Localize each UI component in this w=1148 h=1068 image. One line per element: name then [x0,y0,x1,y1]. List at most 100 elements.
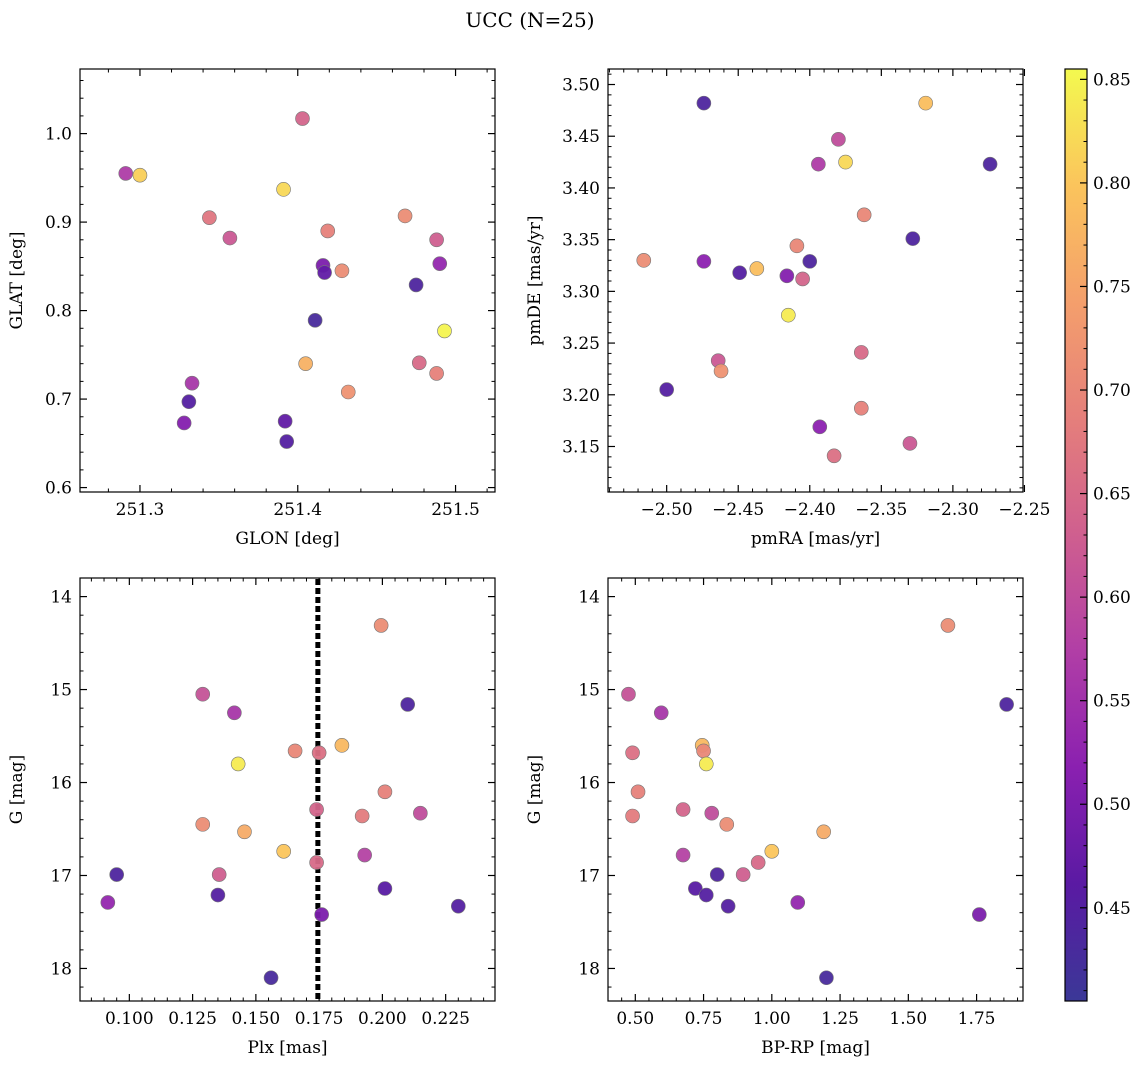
y-tick-label: 14 [578,588,600,608]
x-axis-label: GLON [deg] [235,529,339,549]
data-point [411,355,427,371]
data-point [181,394,197,410]
x-tick-label: −2.50 [641,500,693,520]
colorbar-tick-label: 0.70 [1093,381,1131,401]
data-point [109,867,124,882]
data-point [698,756,714,772]
data-point [334,263,350,279]
scatter-panel-3: 0.100 0.125 0.150 0.175 0.200 0.225 14 15 16 17 18… [7,577,496,1058]
data-point [317,265,332,280]
data-point [429,232,444,248]
data-point [918,95,933,111]
colorbar-tick-label: 0.60 [1093,588,1131,608]
x-tick-label: 0.225 [421,1009,470,1029]
x-tick-label: 0.175 [295,1009,344,1029]
data-point [237,824,252,840]
data-point [653,705,669,721]
colorbar-tick-label: 0.85 [1093,70,1131,90]
y-tick-label: 3.15 [562,437,600,457]
data-point [451,898,466,914]
y-axis-label: GLAT [deg] [7,231,27,329]
colorbar-tick-label: 0.80 [1093,174,1131,194]
data-point [377,881,393,896]
y-tick-label: 0.7 [45,390,72,410]
data-point [713,363,729,379]
colorbar: 0.45 0.50 0.55 0.60 0.65 0.70 0.75 0.80 0.85 [1064,68,1131,1002]
data-point [429,366,444,381]
data-point [100,895,116,910]
scatter-panel-2: −2.50 −2.45 −2.40 −2.35 −2.30 −2.25 3.15 3.20 3.… [525,68,1050,549]
data-point [698,887,714,903]
data-point [790,895,806,910]
data-point [377,784,393,800]
data-point [811,156,826,172]
data-point [816,824,831,840]
y-tick-label: 0.6 [45,479,72,499]
data-point [902,436,918,451]
y-tick-label: 3.35 [562,231,600,251]
y-tick-label: 18 [50,959,72,979]
data-point [856,207,872,223]
figure-title: UCC (N=25) [465,8,595,32]
x-tick-label: −2.30 [927,500,979,520]
data-point [276,844,292,859]
data-point [750,855,766,870]
data-point [802,254,818,269]
x-tick-label: 0.125 [168,1009,217,1029]
x-tick-label: −2.40 [784,500,836,520]
x-tick-label: 1.50 [889,1009,927,1029]
axes-frame [79,577,496,1002]
data-point [195,686,211,702]
x-tick-label: −2.25 [998,500,1050,520]
data-point [276,182,291,197]
data-point [853,400,869,416]
data-point [704,805,720,821]
data-point [437,323,452,339]
data-point [905,231,921,246]
data-point [277,413,293,429]
colorbar-tick-label: 0.45 [1093,899,1131,919]
data-point [853,345,869,360]
data-point [295,111,310,126]
data-point [764,844,780,859]
data-point [309,802,324,817]
y-tick-label: 0.9 [45,213,72,233]
axes-frame [607,577,1024,1002]
y-tick-label: 3.30 [562,282,600,302]
x-tick-label: 1.00 [753,1009,791,1029]
data-point [838,154,853,170]
data-point [340,384,356,400]
data-point [118,166,134,181]
data-point [210,887,226,903]
data-point [636,253,652,268]
y-tick-label: 17 [578,866,600,886]
data-point [659,382,674,397]
data-point [263,970,279,986]
data-point [320,223,336,239]
colorbar-tick-label: 0.65 [1093,485,1131,505]
data-point [373,618,389,633]
data-point [795,271,810,287]
x-axis-label: BP-RP [mag] [761,1038,870,1058]
x-tick-label: −2.35 [855,500,907,520]
x-tick-label: −2.45 [712,500,764,520]
y-axis-label: G [mag] [7,755,27,824]
data-point [999,697,1014,712]
colorbar-tick-label: 0.75 [1093,277,1131,297]
data-point [397,208,413,224]
y-tick-label: 16 [50,774,72,794]
data-point [972,907,987,922]
y-tick-label: 3.45 [562,127,600,147]
x-tick-label: 251.3 [116,500,165,520]
data-point [781,307,796,323]
data-point [298,356,313,371]
data-point [354,808,370,824]
y-axis-label: pmDE [mas/yr] [525,215,545,345]
data-point [202,210,217,225]
y-tick-label: 18 [578,959,600,979]
data-point [709,867,725,882]
data-point [227,705,242,721]
data-point [408,277,424,293]
data-point [184,375,200,391]
